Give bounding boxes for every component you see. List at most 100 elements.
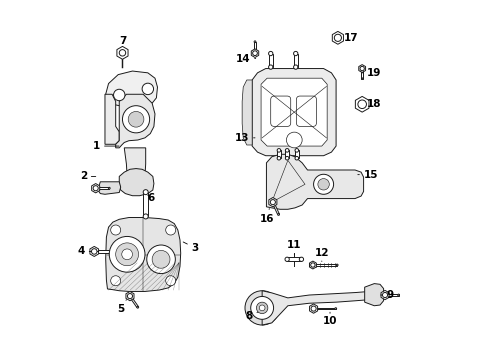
Circle shape: [108, 187, 110, 189]
Polygon shape: [129, 296, 139, 308]
Circle shape: [299, 257, 304, 261]
Circle shape: [166, 225, 176, 235]
Circle shape: [398, 294, 399, 296]
Text: 15: 15: [358, 170, 378, 180]
Polygon shape: [106, 217, 181, 292]
Circle shape: [251, 296, 273, 319]
Circle shape: [277, 149, 281, 152]
Circle shape: [270, 199, 275, 205]
Circle shape: [336, 264, 338, 266]
Text: 5: 5: [117, 300, 126, 314]
Polygon shape: [269, 54, 273, 67]
Circle shape: [334, 34, 342, 41]
Circle shape: [109, 237, 145, 272]
Circle shape: [143, 214, 148, 219]
Circle shape: [278, 213, 279, 215]
Text: 1: 1: [93, 141, 119, 151]
Text: 8: 8: [245, 311, 259, 321]
Polygon shape: [252, 68, 336, 156]
Circle shape: [119, 50, 126, 56]
Polygon shape: [92, 184, 99, 193]
Circle shape: [93, 186, 98, 191]
Circle shape: [285, 257, 289, 261]
Polygon shape: [272, 202, 279, 215]
Polygon shape: [251, 49, 259, 58]
Circle shape: [245, 291, 279, 325]
Polygon shape: [314, 308, 336, 310]
Circle shape: [137, 306, 139, 308]
Polygon shape: [313, 264, 337, 266]
Circle shape: [311, 306, 316, 311]
Polygon shape: [98, 182, 121, 194]
Circle shape: [287, 132, 302, 148]
Polygon shape: [106, 71, 157, 106]
Circle shape: [111, 276, 121, 286]
FancyBboxPatch shape: [296, 96, 317, 126]
Circle shape: [259, 305, 265, 311]
Polygon shape: [267, 154, 364, 209]
Polygon shape: [96, 187, 109, 189]
Text: 2: 2: [80, 171, 96, 181]
Circle shape: [254, 41, 256, 42]
Polygon shape: [332, 31, 343, 44]
Circle shape: [335, 308, 337, 310]
Polygon shape: [365, 284, 384, 306]
Circle shape: [152, 250, 170, 268]
Polygon shape: [117, 46, 128, 59]
Polygon shape: [143, 192, 148, 216]
Polygon shape: [287, 257, 301, 261]
Polygon shape: [385, 294, 398, 296]
Polygon shape: [105, 94, 119, 144]
Text: 14: 14: [236, 54, 256, 64]
Circle shape: [269, 65, 273, 69]
Polygon shape: [262, 291, 379, 325]
Circle shape: [116, 243, 139, 266]
Polygon shape: [310, 261, 316, 269]
Polygon shape: [119, 168, 154, 196]
Circle shape: [314, 174, 334, 194]
Circle shape: [92, 249, 97, 254]
Circle shape: [142, 83, 153, 95]
Circle shape: [115, 250, 118, 252]
Circle shape: [127, 293, 132, 299]
Text: 11: 11: [287, 240, 301, 254]
Polygon shape: [269, 198, 277, 207]
Circle shape: [383, 292, 388, 298]
Polygon shape: [310, 304, 318, 313]
Polygon shape: [261, 78, 327, 146]
Circle shape: [362, 78, 363, 79]
Circle shape: [311, 263, 315, 267]
Text: 3: 3: [183, 242, 198, 253]
Polygon shape: [295, 150, 298, 158]
Circle shape: [166, 276, 176, 286]
Text: 17: 17: [339, 33, 359, 43]
Polygon shape: [124, 148, 146, 187]
Polygon shape: [254, 42, 256, 53]
Polygon shape: [362, 68, 363, 78]
Text: 10: 10: [323, 312, 337, 326]
Text: 18: 18: [362, 99, 382, 109]
Circle shape: [294, 65, 298, 69]
Text: 12: 12: [315, 248, 329, 261]
Text: 16: 16: [260, 208, 274, 224]
Circle shape: [295, 157, 298, 160]
FancyBboxPatch shape: [270, 96, 291, 126]
Circle shape: [122, 249, 132, 260]
Circle shape: [277, 157, 281, 160]
Circle shape: [147, 245, 175, 274]
Text: 9: 9: [381, 290, 393, 300]
Circle shape: [122, 106, 149, 133]
Circle shape: [294, 51, 298, 56]
Circle shape: [128, 111, 144, 127]
Polygon shape: [285, 150, 289, 158]
Circle shape: [143, 190, 148, 195]
Text: 19: 19: [362, 68, 382, 78]
Text: 7: 7: [119, 36, 126, 51]
Polygon shape: [355, 96, 369, 112]
Polygon shape: [381, 291, 389, 300]
Text: 6: 6: [147, 193, 155, 203]
Circle shape: [111, 225, 121, 235]
Polygon shape: [359, 64, 366, 72]
Circle shape: [318, 179, 329, 190]
Text: 13: 13: [235, 133, 255, 143]
